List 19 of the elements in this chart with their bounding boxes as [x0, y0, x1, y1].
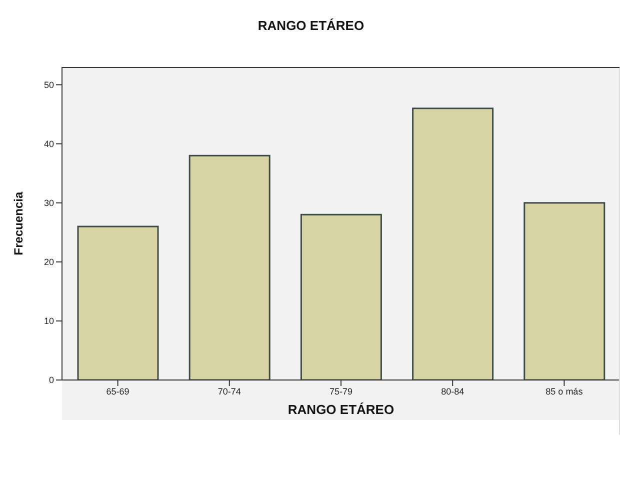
bar [412, 108, 494, 380]
y-tick-label: 40 [44, 138, 54, 149]
bar [300, 214, 382, 380]
x-tick-label: 70-74 [218, 386, 241, 396]
y-tick-label: 0 [48, 375, 54, 386]
bar [188, 154, 270, 380]
y-axis-title: Frecuencia [11, 192, 26, 256]
y-tick-label: 20 [44, 257, 54, 268]
x-axis-title: RANGO ETÁREO [288, 402, 394, 417]
x-tick-label: 85 o más [546, 386, 584, 396]
bar [77, 226, 159, 380]
x-tick-label: 65-69 [106, 386, 130, 396]
bar [524, 202, 606, 380]
y-tick-label: 10 [44, 316, 54, 326]
x-tick-label: 75-79 [329, 386, 353, 396]
chart-title: RANGO ETÁREO [256, 18, 366, 33]
y-tick-label: 50 [44, 80, 54, 90]
y-tick-label: 30 [44, 198, 54, 208]
x-tick-label: 80-84 [441, 386, 464, 396]
